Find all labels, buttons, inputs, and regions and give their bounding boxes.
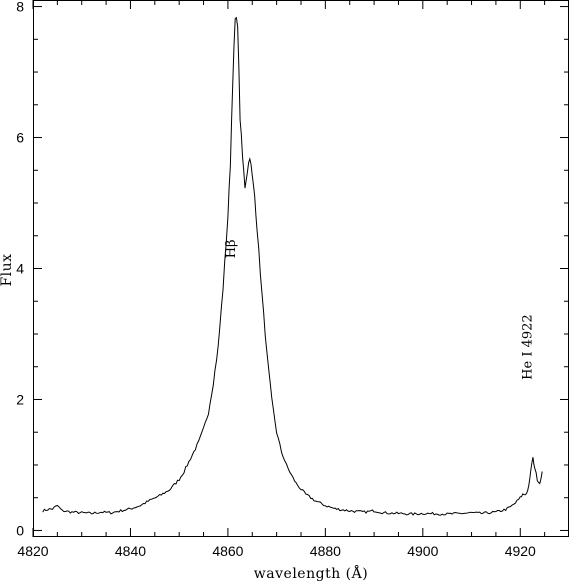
y-axis-label: Flux [0, 253, 15, 286]
y-tick-label: 8 [16, 0, 24, 15]
y-tick-label: 0 [16, 522, 24, 538]
x-axis-label: wavelength (Å) [254, 564, 368, 582]
annotation-hbeta: Hβ [224, 239, 239, 258]
x-tick-label: 4820 [17, 543, 48, 559]
x-tick-label: 4900 [407, 543, 438, 559]
spectrum-line [42, 16, 543, 516]
y-tick-label: 6 [16, 130, 24, 146]
annotation-he-i-4922: He I 4922 [520, 314, 535, 380]
plot-area: 4820 4840 4860 4880 4900 4920 0 2 4 6 8 Hβ He I 4922 [16, 0, 569, 559]
x-tick-label: 4840 [115, 543, 146, 559]
y-tick-label: 4 [16, 261, 24, 277]
x-tick-label: 4920 [505, 543, 536, 559]
plot-frame [33, 0, 569, 537]
x-tick-label: 4880 [310, 543, 341, 559]
x-tick-label: 4860 [212, 543, 243, 559]
y-tick-label: 2 [16, 391, 24, 407]
